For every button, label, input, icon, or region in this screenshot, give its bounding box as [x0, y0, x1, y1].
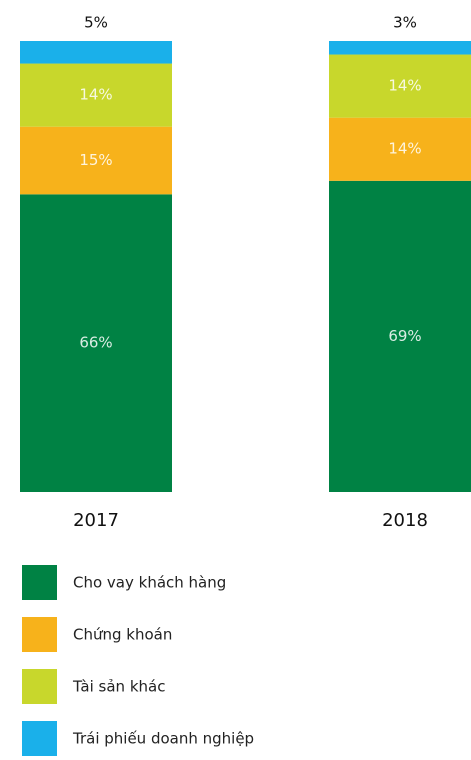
x-tick-label: 2018	[382, 510, 428, 531]
legend-swatch	[22, 565, 57, 600]
value-label: 15%	[79, 151, 112, 169]
legend-label: Cho vay khách hàng	[73, 574, 226, 592]
legend-swatch	[22, 721, 57, 756]
bar-segment	[20, 63, 172, 127]
bar-segment	[20, 41, 172, 64]
legend-label: Trái phiếu doanh nghiệp	[72, 730, 254, 748]
bar-segment	[329, 41, 471, 55]
value-label: 3%	[393, 14, 417, 32]
legend-label: Chứng khoán	[73, 626, 172, 644]
legend-label: Tài sản khác	[72, 678, 165, 696]
bar-segment	[329, 180, 471, 492]
bar-segment	[20, 194, 172, 492]
bar-segment	[20, 126, 172, 195]
legend-swatch	[22, 669, 57, 704]
bar-segment	[329, 54, 471, 118]
value-label: 14%	[79, 86, 112, 104]
value-label: 14%	[388, 77, 421, 95]
value-label: 66%	[79, 334, 112, 352]
value-label: 5%	[84, 14, 108, 32]
value-label: 14%	[388, 140, 421, 158]
bar-segment	[329, 117, 471, 181]
value-label: 69%	[388, 327, 421, 345]
x-tick-label: 2017	[73, 510, 119, 531]
legend-swatch	[22, 617, 57, 652]
